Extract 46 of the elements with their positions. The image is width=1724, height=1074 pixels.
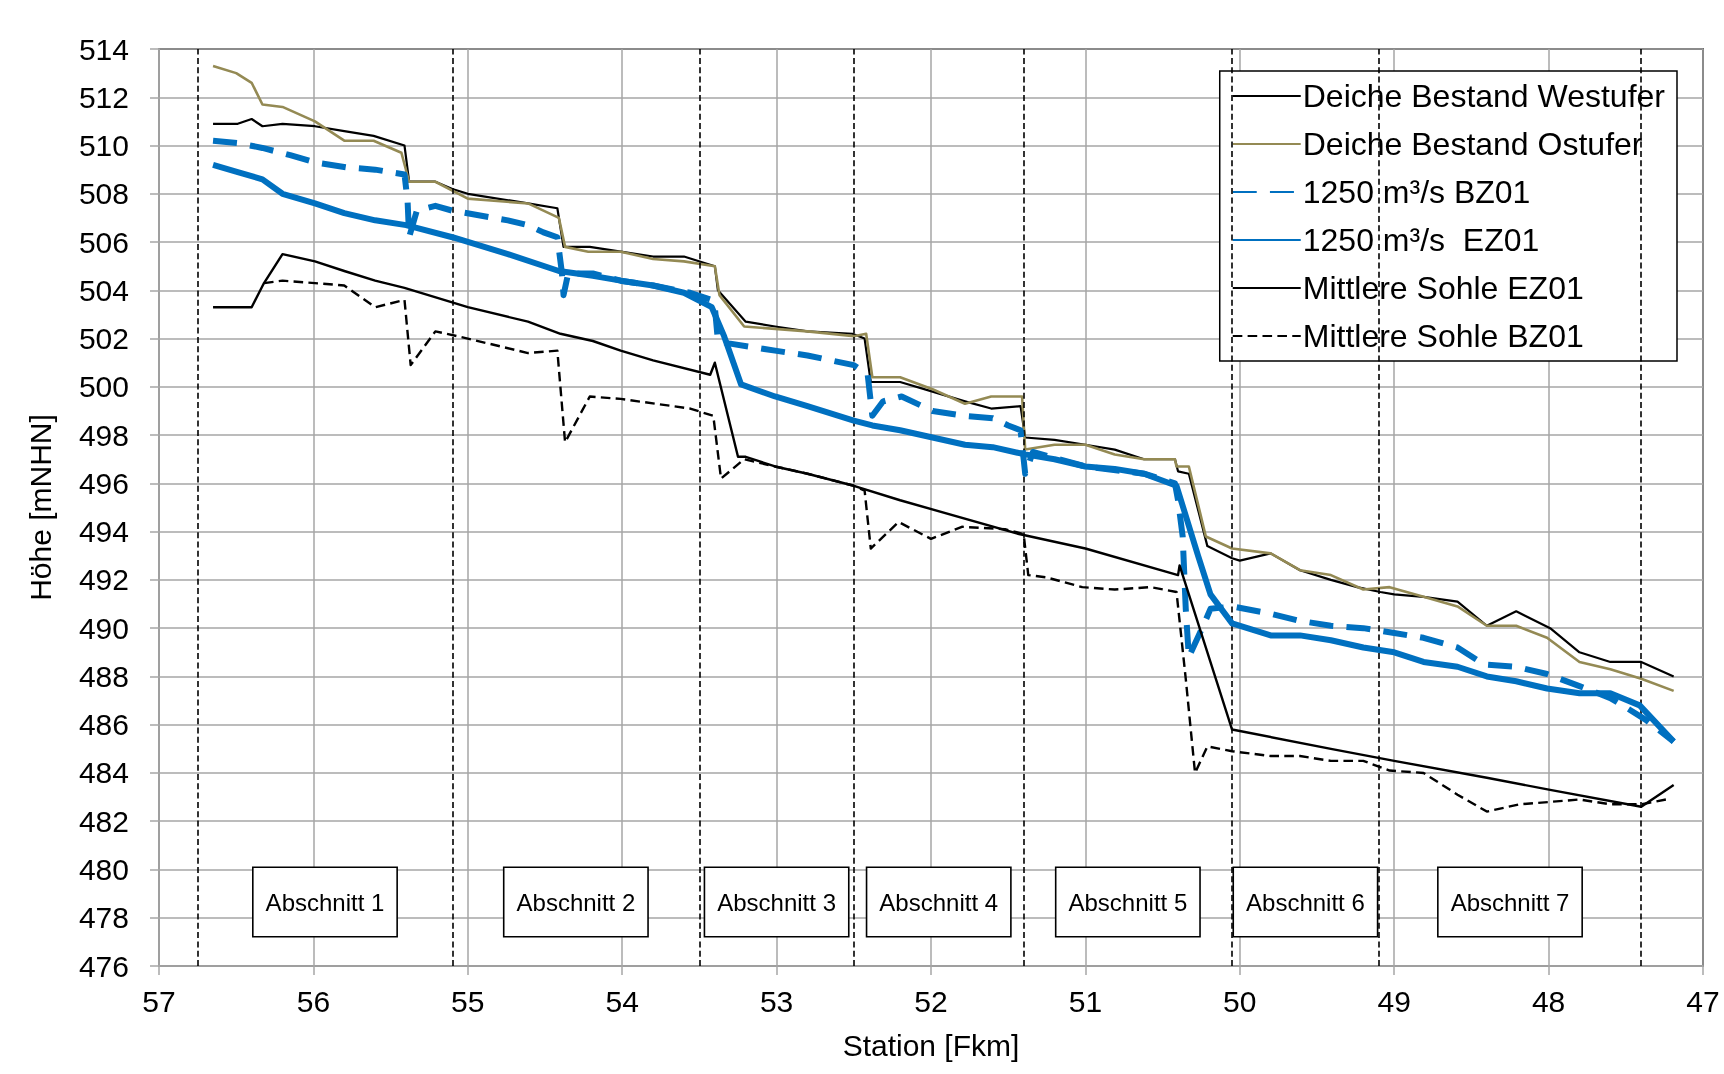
- y-tick-label: 492: [78, 563, 129, 597]
- legend-label: Mittlere Sohle EZ01: [1302, 270, 1584, 306]
- annotation: Abschnitt 3: [717, 888, 836, 916]
- y-tick-label: 484: [78, 756, 129, 790]
- y-tick-label: 488: [78, 659, 129, 693]
- annotation: Abschnitt 7: [1450, 888, 1570, 916]
- y-tick-label: 476: [78, 949, 129, 983]
- annotation: Abschnitt 4: [879, 888, 999, 916]
- y-tick-label: 482: [78, 804, 129, 838]
- x-tick-label: 57: [142, 984, 176, 1018]
- x-tick-label: 51: [1068, 984, 1103, 1018]
- y-tick-label: 480: [78, 852, 129, 886]
- y-tick-label: 514: [78, 32, 129, 66]
- y-tick-label: 500: [78, 370, 129, 404]
- x-tick-label: 48: [1531, 984, 1566, 1018]
- x-tick-label: 53: [759, 984, 794, 1018]
- x-tick-label: 54: [605, 984, 639, 1018]
- x-tick-label: 50: [1223, 984, 1257, 1018]
- y-tick-label: 498: [78, 418, 129, 452]
- y-tick-label: 486: [78, 708, 129, 742]
- annotation: Abschnitt 5: [1068, 888, 1188, 916]
- y-tick-label: 510: [78, 129, 129, 163]
- y-tick-label: 494: [78, 515, 129, 549]
- annotation: Abschnitt 6: [1246, 888, 1365, 916]
- x-tick-label: 52: [914, 984, 948, 1018]
- legend-label: Mittlere Sohle BZ01: [1302, 318, 1584, 354]
- y-tick-label: 506: [78, 225, 129, 259]
- x-tick-label: 47: [1686, 984, 1720, 1018]
- y-tick-label: 478: [78, 901, 129, 935]
- annotation: Abschnitt 2: [516, 888, 636, 916]
- y-tick-label: 504: [78, 273, 129, 307]
- x-axis-title: Station [Fkm]: [842, 1028, 1020, 1062]
- annotation: Abschnitt 1: [265, 888, 385, 916]
- legend-label: Deiche Bestand Ostufer: [1302, 126, 1643, 162]
- y-tick-label: 502: [78, 322, 129, 356]
- y-tick-label: 490: [78, 611, 129, 645]
- legend-label: Deiche Bestand Westufer: [1302, 78, 1666, 114]
- y-tick-label: 512: [78, 80, 129, 114]
- x-tick-label: 49: [1377, 984, 1411, 1018]
- legend-label: 1250 m³/s BZ01: [1302, 174, 1531, 210]
- y-axis-title: Höhe [mNHN]: [23, 414, 57, 601]
- legend-label: 1250 m³/s EZ01: [1302, 222, 1540, 258]
- x-tick-label: 55: [451, 984, 485, 1018]
- y-tick-label: 508: [78, 177, 129, 211]
- y-tick-label: 496: [78, 466, 129, 500]
- x-tick-label: 56: [296, 984, 331, 1018]
